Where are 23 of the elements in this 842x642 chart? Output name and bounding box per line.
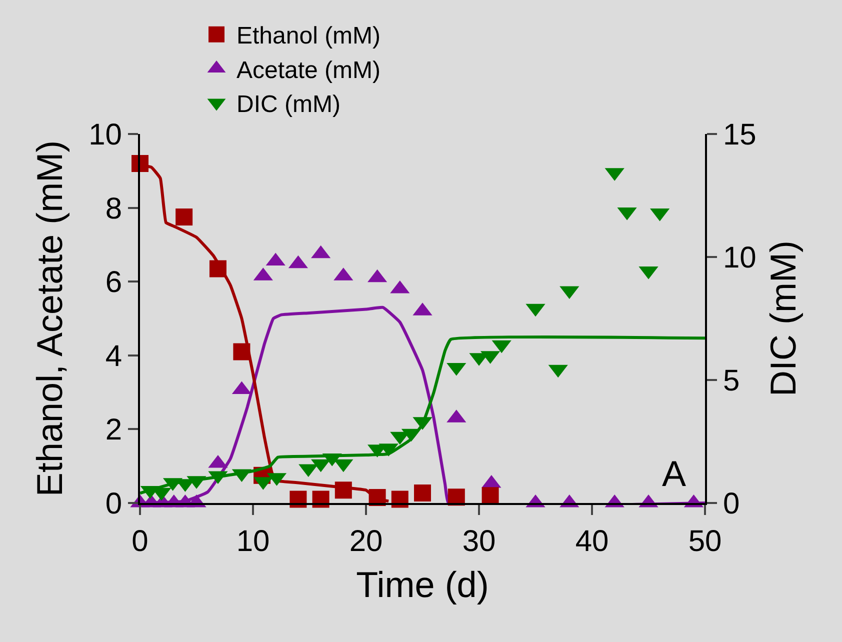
y2-tick-label: 0 [723, 488, 740, 520]
x-axis-title: Time (d) [356, 564, 489, 606]
x-tick-label: 30 [462, 525, 496, 558]
x-tick-label: 50 [688, 525, 722, 558]
x-tick-label: 40 [575, 525, 609, 558]
legend-label: Ethanol (mM) [236, 22, 381, 50]
y-axis-title: Ethanol, Acetate (mM) [29, 140, 70, 497]
legend-label: DIC (mM) [236, 91, 340, 118]
y-tick-label: 0 [105, 488, 122, 520]
y2-tick-label: 15 [723, 118, 756, 152]
x-tick-label: 20 [349, 525, 383, 558]
y2-axis-title: DIC (mM) [762, 240, 804, 396]
annotation: A [662, 453, 686, 494]
x-tick-label: 10 [236, 525, 270, 558]
y-tick-label: 8 [105, 192, 122, 226]
x-tick-label: 0 [132, 525, 148, 558]
y-tick-label: 2 [105, 414, 122, 447]
y-tick-label: 10 [88, 118, 122, 152]
y-tick-label: 4 [105, 340, 122, 373]
y2-tick-label: 5 [723, 364, 740, 398]
y2-tick-label: 10 [723, 242, 756, 274]
legend-label: Acetate (mM) [236, 56, 381, 84]
y-tick-label: 6 [105, 266, 122, 300]
